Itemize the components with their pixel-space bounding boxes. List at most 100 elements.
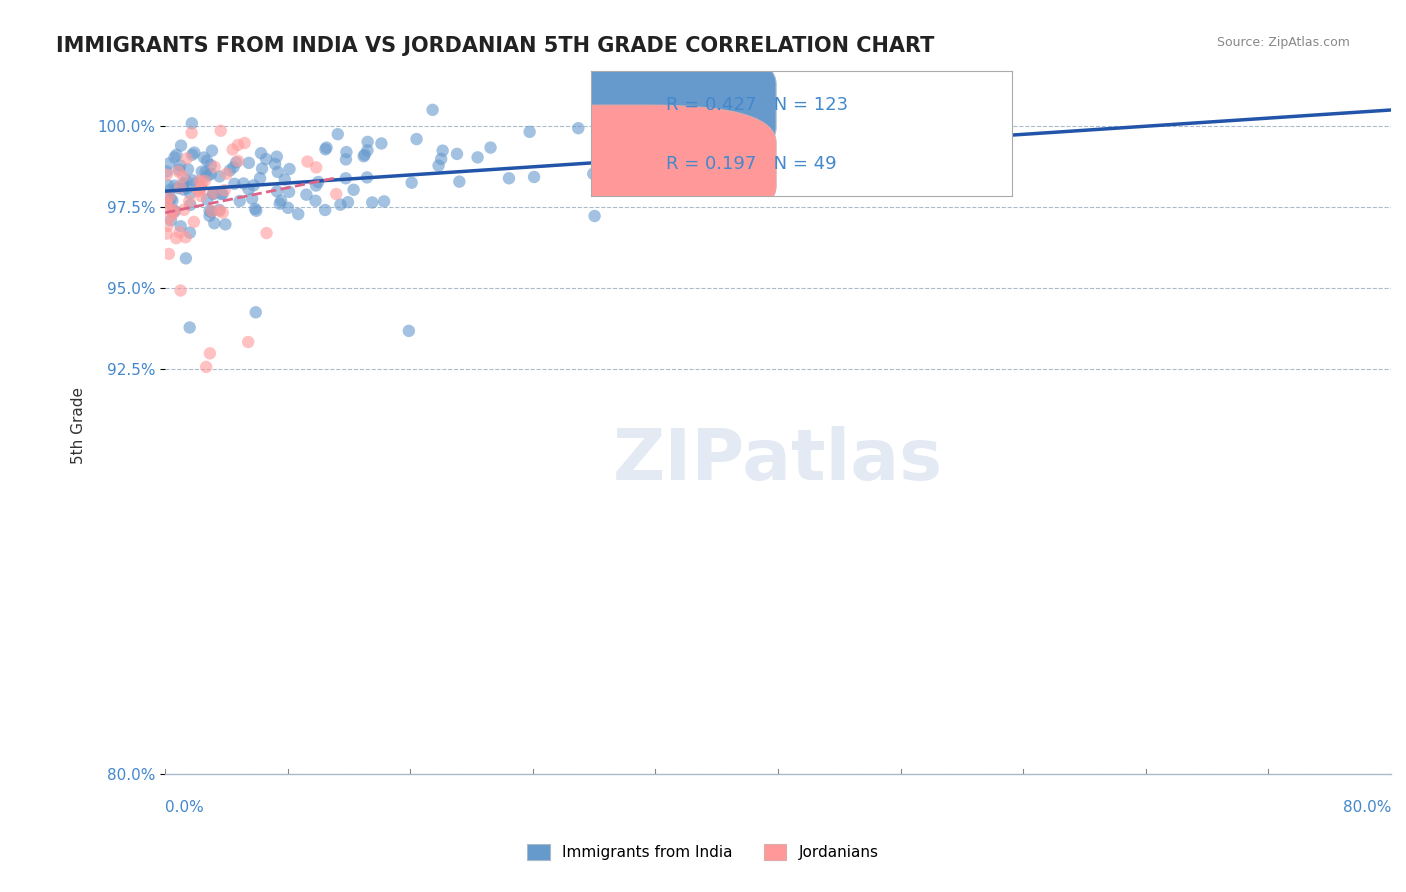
Immigrants from India: [229, 194, 252, 208]
Immigrants from India: [498, 171, 520, 186]
Immigrants from India: [479, 140, 502, 154]
Immigrants from India: [240, 192, 263, 206]
Immigrants from India: [295, 187, 318, 202]
Jordanians: [226, 154, 249, 169]
Jordanians: [204, 160, 226, 174]
Immigrants from India: [583, 209, 606, 223]
Immigrants from India: [198, 203, 221, 218]
Jordanians: [211, 205, 233, 219]
Immigrants from India: [277, 201, 299, 215]
Jordanians: [202, 186, 225, 200]
Immigrants from India: [155, 164, 177, 178]
Jordanians: [173, 202, 195, 217]
Text: 80.0%: 80.0%: [1343, 800, 1391, 815]
Jordanians: [155, 197, 177, 211]
Immigrants from India: [198, 209, 221, 223]
Immigrants from India: [337, 195, 360, 210]
Y-axis label: 5th Grade: 5th Grade: [72, 387, 86, 464]
Immigrants from India: [361, 195, 384, 210]
Immigrants from India: [201, 144, 224, 158]
Immigrants from India: [315, 140, 337, 154]
Text: R = 0.427   N = 123: R = 0.427 N = 123: [666, 96, 849, 114]
Immigrants from India: [305, 178, 328, 193]
Jordanians: [194, 174, 217, 188]
Immigrants from India: [200, 205, 222, 219]
Jordanians: [238, 334, 260, 349]
Immigrants from India: [314, 202, 336, 217]
Immigrants from India: [356, 135, 378, 149]
Immigrants from India: [353, 149, 375, 163]
Legend: Immigrants from India, Jordanians: Immigrants from India, Jordanians: [522, 838, 884, 866]
Immigrants from India: [162, 204, 184, 219]
Immigrants from India: [430, 152, 453, 166]
Immigrants from India: [167, 162, 190, 177]
Jordanians: [176, 152, 198, 166]
Immigrants from India: [343, 183, 366, 197]
Immigrants from India: [193, 151, 215, 165]
Immigrants from India: [373, 194, 395, 209]
Immigrants from India: [314, 142, 336, 156]
Immigrants from India: [194, 165, 217, 179]
Immigrants from India: [202, 186, 225, 200]
Jordanians: [215, 167, 238, 181]
Immigrants from India: [274, 172, 297, 186]
Immigrants from India: [250, 146, 273, 161]
Immigrants from India: [398, 324, 420, 338]
Immigrants from India: [209, 186, 232, 201]
Jordanians: [174, 230, 197, 244]
Immigrants from India: [162, 194, 184, 208]
Jordanians: [160, 202, 183, 217]
Jordanians: [169, 180, 191, 194]
Text: IMMIGRANTS FROM INDIA VS JORDANIAN 5TH GRADE CORRELATION CHART: IMMIGRANTS FROM INDIA VS JORDANIAN 5TH G…: [56, 36, 935, 55]
Immigrants from India: [335, 171, 357, 186]
Immigrants from India: [269, 196, 291, 211]
Jordanians: [190, 189, 212, 203]
Immigrants from India: [266, 184, 288, 198]
Jordanians: [167, 164, 190, 178]
Jordanians: [179, 194, 201, 209]
Immigrants from India: [254, 152, 277, 166]
Jordanians: [183, 215, 205, 229]
Jordanians: [188, 174, 211, 188]
Jordanians: [159, 211, 181, 225]
Immigrants from India: [278, 161, 301, 176]
Immigrants from India: [174, 173, 197, 187]
Text: Source: ZipAtlas.com: Source: ZipAtlas.com: [1216, 36, 1350, 49]
Immigrants from India: [176, 181, 198, 195]
Jordanians: [188, 184, 211, 198]
Immigrants from India: [200, 167, 222, 181]
Immigrants from India: [250, 161, 273, 176]
Jordanians: [297, 154, 319, 169]
Immigrants from India: [238, 182, 260, 196]
Immigrants from India: [166, 181, 188, 195]
Immigrants from India: [214, 217, 236, 231]
Immigrants from India: [249, 171, 271, 186]
Immigrants from India: [173, 177, 195, 191]
Immigrants from India: [335, 145, 357, 160]
Immigrants from India: [287, 207, 309, 221]
Immigrants from India: [467, 150, 489, 164]
Immigrants from India: [264, 157, 287, 171]
Jordanians: [156, 227, 179, 241]
Immigrants from India: [243, 202, 266, 216]
Immigrants from India: [157, 156, 180, 170]
Immigrants from India: [224, 177, 246, 191]
Immigrants from India: [225, 155, 247, 169]
Immigrants from India: [335, 153, 357, 167]
Text: 0.0%: 0.0%: [165, 800, 204, 815]
Jordanians: [214, 183, 236, 197]
Immigrants from India: [195, 153, 218, 168]
Jordanians: [156, 219, 179, 233]
Immigrants from India: [195, 193, 218, 207]
Immigrants from India: [432, 144, 454, 158]
Immigrants from India: [170, 219, 193, 234]
Jordanians: [325, 187, 347, 202]
Immigrants from India: [179, 198, 201, 212]
Immigrants from India: [181, 173, 204, 187]
Immigrants from India: [179, 226, 201, 240]
Immigrants from India: [405, 132, 427, 146]
Jordanians: [256, 226, 278, 240]
Immigrants from India: [170, 138, 193, 153]
Immigrants from India: [427, 159, 450, 173]
Jordanians: [157, 247, 180, 261]
